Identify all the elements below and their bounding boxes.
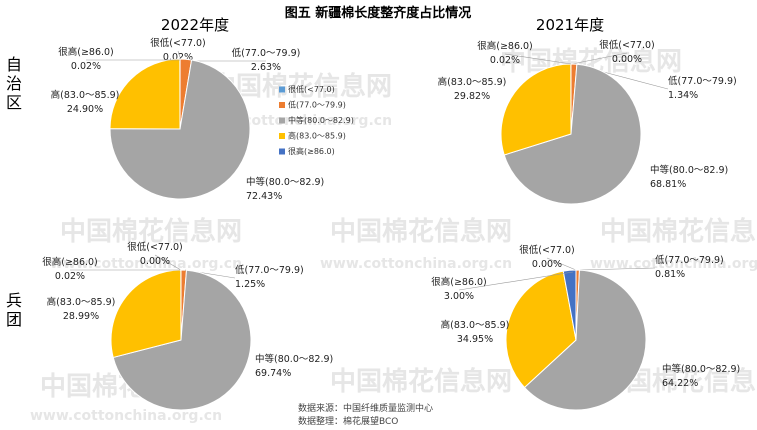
leader-line <box>546 257 577 271</box>
leader-line <box>458 271 574 291</box>
slice-value: 34.95% <box>457 334 493 345</box>
slice-label: 很低(<77.0) <box>150 37 206 49</box>
leader-line <box>579 267 656 271</box>
slice-value: 0.00% <box>532 259 562 270</box>
pie-slice <box>110 269 182 359</box>
slice-value: 1.25% <box>235 279 265 290</box>
legend-item: 中等(80.0～82.9) <box>288 115 354 125</box>
legend-item: 高(83.0～85.9) <box>288 131 346 141</box>
pie-chart: 很低(<77.0) 0.00% 低(77.0～79.9) 0.81% 中等(80.0～8… <box>431 244 740 411</box>
slice-value: 1.34% <box>668 90 698 101</box>
pie-slice <box>562 269 577 341</box>
slice-value: 68.81% <box>650 179 686 190</box>
legend-item: 很高(≥86.0) <box>288 146 335 156</box>
slice-label: 很低(<77.0) <box>127 241 183 253</box>
slice-value: 64.22% <box>662 378 698 389</box>
slice-value: 0.00% <box>140 256 170 267</box>
source-line-2: 数据整理：棉花展望BCO <box>298 415 398 427</box>
slice-label: 中等(80.0～82.9) <box>246 176 324 188</box>
column-header-2022: 2022年度 <box>161 16 229 34</box>
pie-slice <box>523 269 647 411</box>
slice-label: 低(77.0～79.9) <box>655 254 724 266</box>
slice-value: 24.90% <box>67 104 103 115</box>
slice-value: 0.02% <box>163 52 193 63</box>
slice-label: 很低(<77.0) <box>599 39 655 51</box>
slice-label: 很高(≥86.0) <box>42 256 98 268</box>
leader-line <box>504 53 572 65</box>
pie-slice <box>109 58 181 130</box>
slice-value: 2.63% <box>251 62 281 73</box>
legend-item: 低(77.0～79.9) <box>288 100 346 110</box>
slice-label: 高(83.0～85.9) <box>47 296 116 308</box>
slice-label: 低(77.0～79.9) <box>235 264 304 276</box>
pie-slice <box>112 269 252 411</box>
watermark-url: www.cottonchina.org.cn <box>30 408 222 424</box>
watermark-text: 中国棉花信息网 <box>330 366 512 397</box>
slice-value: 0.81% <box>655 269 685 280</box>
slice-label: 高(83.0～85.9) <box>438 76 507 88</box>
legend-swatch <box>279 148 285 155</box>
slice-value: 0.02% <box>55 271 85 282</box>
watermark-text: 中国棉花信息网 <box>330 216 512 247</box>
slice-label: 很高(≥86.0) <box>431 276 487 288</box>
watermark-url: www.cottonchina.org.cn <box>590 256 757 272</box>
watermark-url: www.cottonchina.org.cn <box>320 256 512 272</box>
slice-value: 0.02% <box>490 55 520 66</box>
row-label: 兵团 <box>6 291 22 329</box>
pie-chart: 很低(<77.0) 0.00% 低(77.0～79.9) 1.34% 中等(80.0～8… <box>438 39 737 205</box>
slice-label: 很低(<77.0) <box>519 244 575 256</box>
slice-label: 高(83.0～85.9) <box>441 319 510 331</box>
legend-swatch <box>279 117 285 124</box>
watermark-url: www.cottonchina.org.cn <box>50 256 242 272</box>
pie-chart: 很低(<77.0) 0.00% 低(77.0～79.9) 1.25% 中等(80.0～8… <box>42 241 333 411</box>
leader-line <box>154 254 182 271</box>
slice-label: 很高(≥86.0) <box>58 46 114 58</box>
slice-value: 72.43% <box>246 191 282 202</box>
slice-value: 29.82% <box>454 91 490 102</box>
column-header-2021: 2021年度 <box>536 16 604 34</box>
legend-swatch <box>279 86 285 93</box>
pie-slice <box>503 63 642 205</box>
slice-value: 69.74% <box>255 368 291 379</box>
pie-chart: 很低(<77.0) 0.02% 低(77.0～79.9) 2.63% 中等(80.0～8… <box>51 37 325 202</box>
watermark-text: 中国棉花信息网 <box>600 216 757 247</box>
source-line-1: 数据来源：中国纤维质量监测中心 <box>298 402 433 414</box>
pie-slice <box>500 63 572 156</box>
slice-label: 中等(80.0～82.9) <box>650 164 728 176</box>
leader-line <box>571 52 628 65</box>
legend-item: 很低(<77.0) <box>288 84 335 94</box>
slice-label: 中等(80.0～82.9) <box>255 353 333 365</box>
slice-value: 0.02% <box>71 61 101 72</box>
chart-title: 图五 新疆棉长度整齐度占比情况 <box>285 5 472 21</box>
legend-swatch <box>279 133 285 139</box>
slice-label: 高(83.0～85.9) <box>51 89 120 101</box>
watermark-text: 中国棉花信息网 <box>60 216 242 247</box>
slice-label: 低(77.0～79.9) <box>232 47 301 59</box>
slice-value: 0.00% <box>612 54 642 65</box>
slice-label: 低(77.0～79.9) <box>668 75 737 87</box>
legend-swatch <box>279 102 285 108</box>
slice-label: 中等(80.0～82.9) <box>662 363 740 375</box>
leader-line <box>177 50 182 61</box>
slice-value: 28.99% <box>63 311 99 322</box>
row-label: 自治区 <box>6 55 22 112</box>
slice-label: 很高(≥86.0) <box>477 40 533 52</box>
slice-value: 3.00% <box>444 291 474 302</box>
